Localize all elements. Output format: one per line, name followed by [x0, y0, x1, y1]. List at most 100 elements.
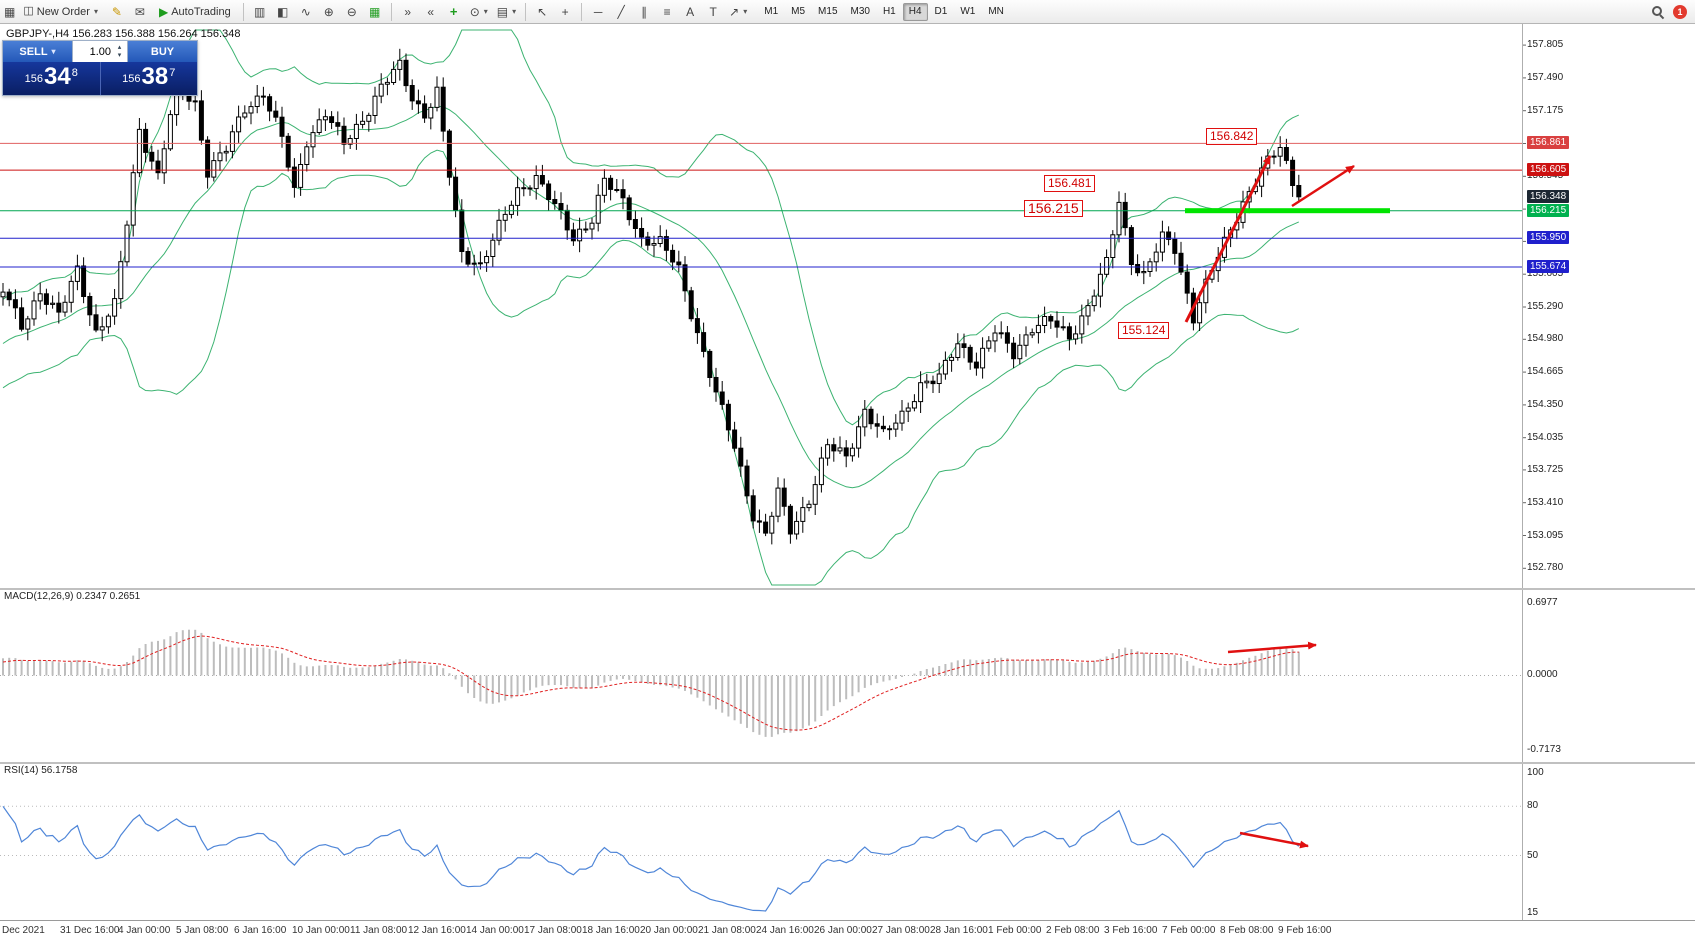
volume-control: ▴ ▾	[72, 41, 128, 62]
tile-windows-button[interactable]: ▦	[364, 2, 386, 22]
buy-price-big: 38	[141, 63, 169, 90]
periods-button[interactable]: ⊙ ▾	[466, 2, 492, 22]
chart-ohlc-header: GBPJPY-,H4 156.283 156.388 156.264 156.3…	[6, 28, 241, 40]
hline-price-badge[interactable]: 156.605	[1527, 163, 1570, 177]
price-annotation[interactable]: 156.481	[1044, 175, 1096, 192]
zoom-out-button[interactable]: ⊖	[341, 2, 363, 22]
sell-button[interactable]: SELL ▾	[3, 41, 72, 62]
timeframe-button-h4[interactable]: H4	[902, 2, 928, 21]
indicators-button[interactable]: +	[443, 2, 465, 22]
crosshair-icon: +	[561, 4, 569, 19]
time-axis-label: 2 Feb 08:00	[1046, 925, 1100, 936]
price-annotation[interactable]: 155.124	[1118, 322, 1170, 339]
time-axis-label: 10 Jan 00:00	[292, 925, 350, 936]
timeframe-button-m5[interactable]: M5	[785, 3, 811, 21]
time-axis-label: 21 Jan 08:00	[698, 925, 756, 936]
new-order-icon: ◫	[23, 5, 34, 17]
price-axis-label: 153.410	[1527, 496, 1564, 508]
text-label-button[interactable]: T	[702, 2, 724, 22]
tile-windows-icon: ▦	[369, 4, 381, 19]
horizontal-line-button[interactable]: ─	[587, 2, 609, 22]
hline-price-badge[interactable]: 156.861	[1527, 136, 1570, 150]
time-axis-label: 1 Feb 00:00	[988, 925, 1042, 936]
sell-price-display[interactable]: 156 34 8	[3, 65, 100, 91]
sell-label: SELL	[19, 45, 48, 58]
arrows-tool-button[interactable]: ↗ ▾	[725, 2, 751, 22]
volume-increase-button[interactable]: ▴	[117, 43, 122, 51]
time-axis-label: 9 Feb 16:00	[1278, 925, 1332, 936]
macd-axis-label: 0.0000	[1527, 669, 1558, 681]
cursor-button[interactable]: ↖	[531, 2, 553, 22]
price-axis-label: 154.035	[1527, 431, 1564, 443]
time-axis-label: 20 Jan 00:00	[640, 925, 698, 936]
channel-button[interactable]: ∥	[633, 2, 655, 22]
mail-button[interactable]: ✉	[129, 2, 151, 22]
zoom-out-icon: ⊖	[346, 4, 357, 19]
time-axis-label: 17 Jan 08:00	[524, 925, 582, 936]
macd-panel[interactable]	[0, 590, 1522, 760]
volume-spinner: ▴ ▾	[113, 41, 126, 62]
price-annotation[interactable]: 156.842	[1206, 128, 1258, 145]
bar-chart-button[interactable]: ▥	[249, 2, 271, 22]
trade-panel-controls: SELL ▾ ▴ ▾ BUY	[3, 41, 197, 62]
one-click-trading-panel: SELL ▾ ▴ ▾ BUY 156 34 8 156	[2, 40, 198, 96]
rsi-axis-label: 80	[1527, 800, 1539, 812]
price-annotation[interactable]: 156.215	[1024, 200, 1083, 217]
time-axis-label: 24 Jan 16:00	[756, 925, 814, 936]
clock-icon: ⊙	[469, 4, 480, 19]
panel-splitter[interactable]	[0, 762, 1695, 764]
time-axis[interactable]: Dec 2021 31 Dec 16:00 4 Jan 00:00 5 Jan 08:…	[0, 920, 1695, 941]
time-axis-label: 14 Jan 00:00	[466, 925, 524, 936]
zoom-in-button[interactable]: ⊕	[318, 2, 340, 22]
line-chart-button[interactable]: ∿	[295, 2, 317, 22]
toolbar: ▦ ◫ New Order ▾ ✎ ✉ ▶ AutoTrading ▥ ◧ ∿ …	[0, 0, 1695, 24]
timeframe-button-m30[interactable]: M30	[845, 3, 876, 21]
candle-chart-icon: ◧	[277, 4, 289, 19]
timeframe-button-w1[interactable]: W1	[954, 3, 981, 21]
buy-button[interactable]: BUY	[128, 41, 197, 62]
time-axis-label: 6 Jan 16:00	[234, 925, 287, 936]
timeframe-button-d1[interactable]: D1	[929, 3, 954, 21]
new-order-button[interactable]: ◫ New Order ▾	[16, 2, 105, 22]
mail-icon: ✉	[134, 4, 145, 19]
hline-price-badge[interactable]: 155.674	[1527, 259, 1570, 273]
buy-price-display[interactable]: 156 38 7	[101, 63, 198, 91]
volume-decrease-button[interactable]: ▾	[117, 51, 122, 59]
chart-shift-button[interactable]: «	[420, 2, 442, 22]
hline-price-badge[interactable]: 155.950	[1527, 231, 1570, 245]
price-axis-label: 155.290	[1527, 300, 1564, 312]
time-axis-label: 12 Jan 16:00	[408, 925, 466, 936]
timeframe-button-m15[interactable]: M15	[812, 3, 843, 21]
text-button[interactable]: A	[679, 2, 701, 22]
candle-chart-button[interactable]: ◧	[272, 2, 294, 22]
chart-plot-area[interactable]	[0, 24, 1522, 588]
volume-input[interactable]	[73, 41, 113, 62]
pencil-icon: ✎	[111, 4, 122, 19]
trendline-button[interactable]: ╱	[610, 2, 632, 22]
search-button[interactable]	[1646, 2, 1668, 22]
bar-chart-icon: ▥	[254, 4, 266, 19]
macd-axis-label: 0.6977	[1527, 597, 1558, 609]
rsi-panel[interactable]	[0, 764, 1522, 918]
timeframe-button-mn[interactable]: MN	[982, 3, 1010, 21]
buy-price-sup: 7	[169, 67, 176, 79]
crosshair-button[interactable]: +	[554, 2, 576, 22]
auto-scroll-button[interactable]: »	[397, 2, 419, 22]
timeframe-button-h1[interactable]: H1	[877, 3, 902, 21]
time-axis-label: 18 Jan 16:00	[582, 925, 640, 936]
rsi-axis-label: 100	[1527, 767, 1544, 779]
fibonacci-button[interactable]: ≡	[656, 2, 678, 22]
notification-badge[interactable]: 1	[1673, 4, 1687, 19]
timeframe-button-m1[interactable]: M1	[758, 3, 784, 21]
hline-price-badge[interactable]: 156.215	[1527, 203, 1570, 217]
templates-button[interactable]: ▤ ▾	[493, 2, 520, 22]
price-axis-label: 154.980	[1527, 333, 1564, 345]
rsi-label: RSI(14) 56.1758	[4, 765, 78, 776]
price-axis[interactable]: 157.805157.490157.175156.860156.545156.2…	[1523, 24, 1695, 921]
chevron-down-icon: ▾	[743, 7, 748, 16]
metaeditor-button[interactable]: ✎	[106, 2, 128, 22]
panel-splitter[interactable]	[0, 588, 1695, 590]
autotrading-button[interactable]: ▶ AutoTrading	[152, 2, 238, 22]
search-icon	[1651, 5, 1664, 18]
app-icon: ▦	[4, 4, 16, 19]
